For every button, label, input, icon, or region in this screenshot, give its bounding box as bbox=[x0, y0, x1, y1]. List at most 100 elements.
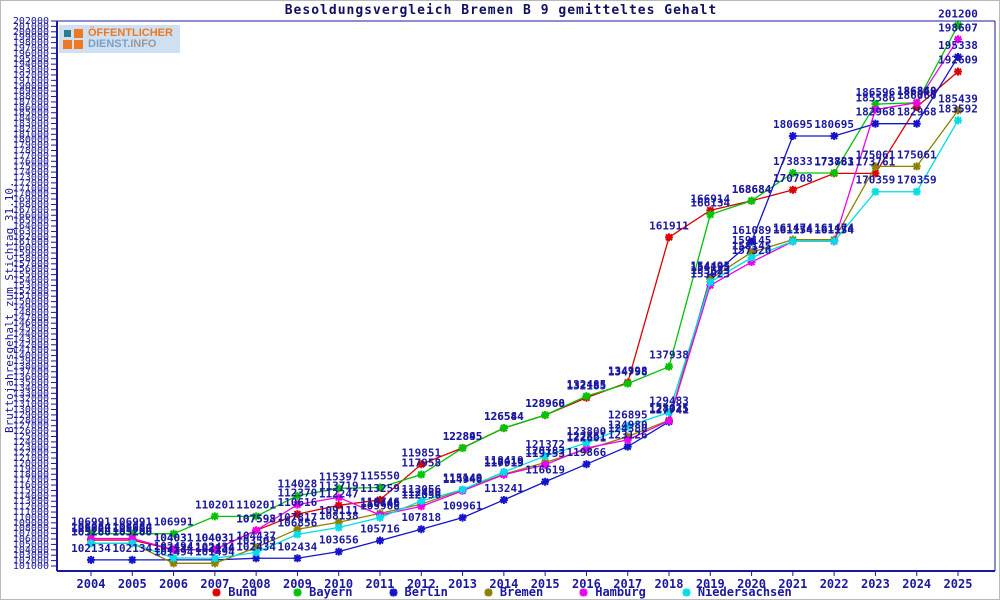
svg-text:152000: 152000 bbox=[13, 286, 49, 297]
logo-info: INFO bbox=[130, 38, 157, 50]
svg-text:2011: 2011 bbox=[366, 577, 395, 591]
svg-text:158000: 158000 bbox=[13, 253, 49, 264]
svg-text:159000: 159000 bbox=[13, 248, 49, 259]
svg-text:175061: 175061 bbox=[897, 148, 937, 161]
logo-grid-icon bbox=[63, 29, 83, 49]
svg-text:176000: 176000 bbox=[13, 156, 49, 167]
svg-text:139000: 139000 bbox=[13, 356, 49, 367]
svg-text:2017: 2017 bbox=[613, 577, 642, 591]
svg-text:193000: 193000 bbox=[13, 65, 49, 76]
legend-label: Hamburg bbox=[595, 585, 646, 599]
svg-text:102000: 102000 bbox=[13, 556, 49, 567]
svg-text:104031: 104031 bbox=[154, 532, 194, 545]
svg-text:120183: 120183 bbox=[525, 444, 565, 457]
svg-text:122861: 122861 bbox=[567, 430, 607, 443]
legend-marker-icon bbox=[682, 588, 691, 596]
svg-text:115550: 115550 bbox=[360, 469, 400, 482]
svg-text:172000: 172000 bbox=[13, 178, 49, 189]
svg-text:192000: 192000 bbox=[13, 70, 49, 81]
svg-text:153023: 153023 bbox=[690, 267, 730, 280]
svg-text:129000: 129000 bbox=[13, 410, 49, 421]
svg-text:201000: 201000 bbox=[13, 21, 49, 32]
svg-text:128960: 128960 bbox=[525, 397, 565, 410]
svg-text:102434: 102434 bbox=[278, 540, 318, 553]
svg-text:105200: 105200 bbox=[71, 525, 111, 538]
svg-text:161000: 161000 bbox=[13, 237, 49, 248]
svg-text:154195: 154195 bbox=[690, 261, 730, 274]
svg-text:144000: 144000 bbox=[13, 329, 49, 340]
svg-text:112056: 112056 bbox=[401, 488, 441, 501]
svg-text:191000: 191000 bbox=[13, 75, 49, 86]
svg-text:182968: 182968 bbox=[856, 106, 896, 119]
svg-text:170359: 170359 bbox=[856, 174, 896, 187]
svg-text:110746: 110746 bbox=[360, 495, 400, 508]
svg-text:102494: 102494 bbox=[154, 540, 194, 553]
svg-text:153000: 153000 bbox=[13, 280, 49, 291]
svg-text:154495: 154495 bbox=[690, 259, 730, 272]
svg-text:173761: 173761 bbox=[856, 155, 896, 168]
svg-text:2005: 2005 bbox=[118, 577, 147, 591]
svg-text:120000: 120000 bbox=[13, 458, 49, 469]
svg-text:186596: 186596 bbox=[856, 86, 896, 99]
svg-text:103000: 103000 bbox=[13, 550, 49, 561]
svg-text:133000: 133000 bbox=[13, 388, 49, 399]
svg-text:2019: 2019 bbox=[696, 577, 725, 591]
svg-text:111000: 111000 bbox=[13, 507, 49, 518]
svg-text:107818: 107818 bbox=[401, 511, 441, 524]
svg-text:113259: 113259 bbox=[360, 482, 400, 495]
svg-text:138000: 138000 bbox=[13, 361, 49, 372]
svg-text:121000: 121000 bbox=[13, 453, 49, 464]
svg-text:196000: 196000 bbox=[13, 48, 49, 59]
svg-text:112456: 112456 bbox=[401, 486, 441, 499]
svg-text:128025: 128025 bbox=[649, 402, 689, 415]
svg-text:105200: 105200 bbox=[112, 525, 152, 538]
legend-marker-icon bbox=[484, 588, 493, 596]
svg-text:109111: 109111 bbox=[319, 504, 359, 517]
svg-text:110000: 110000 bbox=[13, 512, 49, 523]
svg-text:195338: 195338 bbox=[938, 39, 978, 52]
svg-text:173833: 173833 bbox=[814, 155, 854, 168]
svg-text:183592: 183592 bbox=[938, 102, 978, 115]
svg-text:189000: 189000 bbox=[13, 86, 49, 97]
svg-text:157320: 157320 bbox=[732, 244, 772, 257]
svg-text:101000: 101000 bbox=[13, 561, 49, 572]
legend-item-bayern: Bayern bbox=[291, 585, 353, 599]
svg-text:112000: 112000 bbox=[13, 502, 49, 513]
svg-text:113241: 113241 bbox=[484, 482, 524, 495]
svg-text:132485: 132485 bbox=[567, 378, 607, 391]
svg-text:131000: 131000 bbox=[13, 399, 49, 410]
svg-text:145000: 145000 bbox=[13, 324, 49, 335]
svg-text:2008: 2008 bbox=[242, 577, 271, 591]
svg-text:116000: 116000 bbox=[13, 480, 49, 491]
svg-text:186060: 186060 bbox=[897, 89, 937, 102]
svg-text:190000: 190000 bbox=[13, 81, 49, 92]
svg-text:134798: 134798 bbox=[608, 366, 648, 379]
svg-text:182000: 182000 bbox=[13, 124, 49, 135]
svg-text:122000: 122000 bbox=[13, 448, 49, 459]
svg-text:2024: 2024 bbox=[902, 577, 931, 591]
svg-text:127000: 127000 bbox=[13, 421, 49, 432]
svg-text:150000: 150000 bbox=[13, 297, 49, 308]
legend-item-berlin: Berlin bbox=[387, 585, 448, 599]
svg-text:115000: 115000 bbox=[13, 485, 49, 496]
svg-text:192609: 192609 bbox=[938, 54, 978, 67]
svg-text:102434: 102434 bbox=[236, 540, 276, 553]
logo-line1: ÖFFENTLICHER bbox=[88, 27, 173, 39]
svg-text:106856: 106856 bbox=[278, 516, 318, 529]
svg-text:179000: 179000 bbox=[13, 140, 49, 151]
svg-text:2004: 2004 bbox=[77, 577, 106, 591]
svg-text:126000: 126000 bbox=[13, 426, 49, 437]
svg-text:118419: 118419 bbox=[484, 454, 524, 467]
svg-text:132185: 132185 bbox=[567, 380, 607, 393]
svg-text:115397: 115397 bbox=[319, 470, 359, 483]
svg-text:185000: 185000 bbox=[13, 108, 49, 119]
svg-text:123800: 123800 bbox=[567, 425, 607, 438]
legend-label: Bund bbox=[228, 585, 258, 599]
svg-text:183000: 183000 bbox=[13, 119, 49, 130]
legend-item-hamburg: Hamburg bbox=[577, 585, 646, 599]
svg-text:202000: 202000 bbox=[13, 16, 49, 27]
svg-text:155000: 155000 bbox=[13, 270, 49, 281]
svg-text:153623: 153623 bbox=[690, 264, 730, 277]
svg-text:107000: 107000 bbox=[13, 529, 49, 540]
